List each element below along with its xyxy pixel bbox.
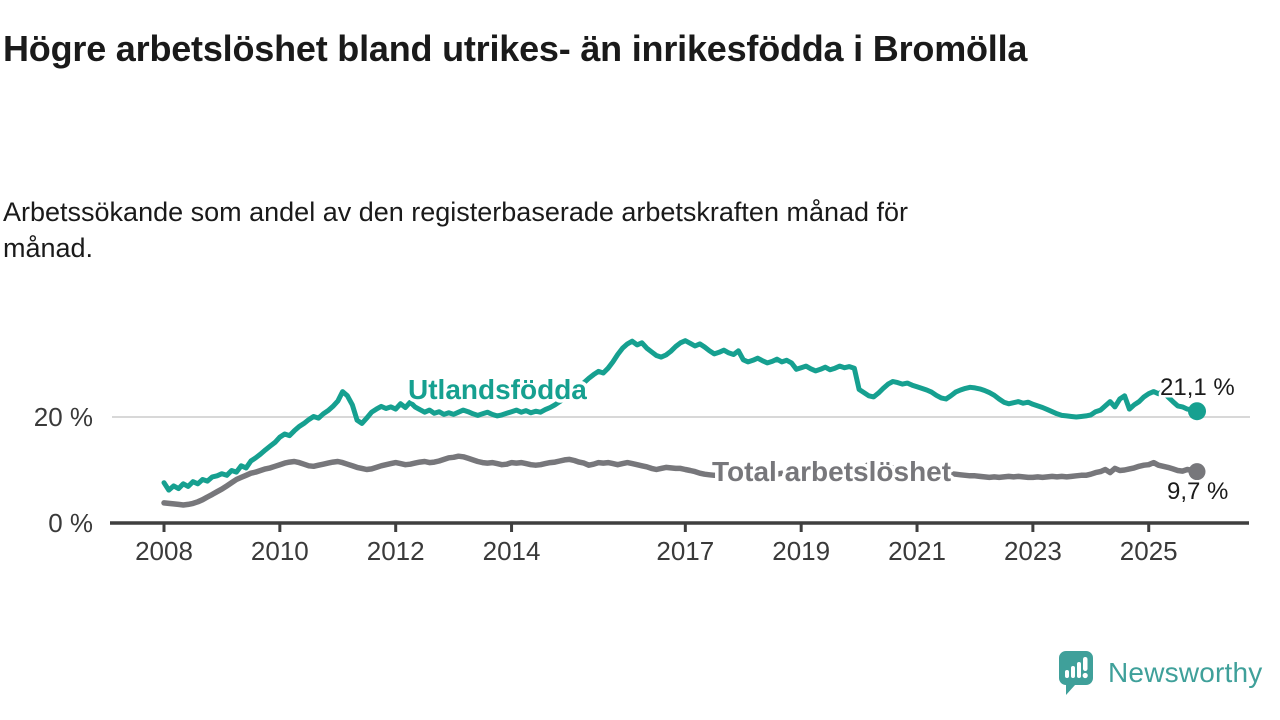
- x-tick-label-2025: 2025: [1120, 536, 1178, 566]
- series-label-total-arbetsloshet: Total arbetslöshet: [712, 456, 951, 487]
- x-tick-label-2017: 2017: [656, 536, 714, 566]
- x-tick-label-2014: 2014: [483, 536, 541, 566]
- bar-2: [1071, 666, 1075, 678]
- x-tick-label-2019: 2019: [772, 536, 830, 566]
- speech-bubble-shape: [1059, 651, 1093, 695]
- newsworthy-logo-icon: [1059, 651, 1093, 695]
- exclamation-dot: [1082, 672, 1088, 679]
- series-line-total-arbetsloshet: [161, 453, 1200, 508]
- x-tick-label-2012: 2012: [367, 536, 425, 566]
- bar-1: [1065, 670, 1069, 678]
- bar-3: [1077, 662, 1081, 678]
- x-tick-label-2021: 2021: [888, 536, 946, 566]
- end-value-label-total-arbetsloshet: 9,7 %: [1167, 478, 1228, 505]
- chart-title: Högre arbetslöshet bland utrikes- än inr…: [3, 28, 1028, 69]
- y-tick-label-20: 20 %: [34, 402, 93, 432]
- series-label-utlandsfodda: Utlandsfödda: [408, 374, 587, 405]
- exclamation-stem: [1083, 657, 1088, 671]
- x-axis-tick-labels: 2008 2010 2012 2014 2017 2019 2021 2023 2025: [135, 536, 1178, 566]
- x-tick-label-2023: 2023: [1004, 536, 1062, 566]
- chart-subtitle: Arbetssökande som andel av den registerb…: [3, 197, 909, 263]
- newsworthy-logo: Newsworthy: [1058, 650, 1262, 696]
- x-axis-ticks: [162, 523, 1151, 532]
- x-tick-label-2010: 2010: [251, 536, 309, 566]
- end-value-label-utlandsfodda: 21,1 %: [1160, 374, 1235, 401]
- endpoint-dot-total-arbetsloshet: [1188, 463, 1206, 481]
- endpoint-dot-utlandsfodda: [1188, 402, 1206, 421]
- series-line-utlandsfodda: [161, 338, 1200, 493]
- x-tick-label-2008: 2008: [135, 536, 193, 566]
- y-tick-label-0: 0 %: [48, 508, 93, 538]
- newsworthy-logo-text: Newsworthy: [1108, 657, 1263, 688]
